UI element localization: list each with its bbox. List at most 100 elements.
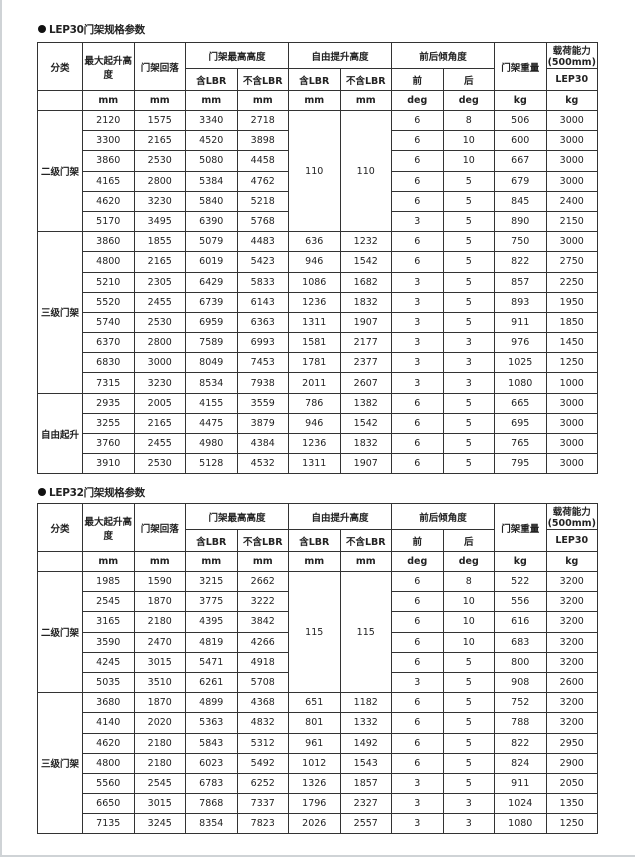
- table-cell: 2020: [133, 712, 186, 734]
- table-cell: 4155: [185, 392, 238, 414]
- unit: mm: [185, 90, 238, 111]
- table-cell: 5170: [82, 210, 135, 233]
- table-cell: 3495: [133, 210, 186, 233]
- table-cell: 2530: [133, 150, 186, 172]
- table-cell: 1832: [339, 291, 392, 313]
- table-cell: 6739: [185, 291, 238, 313]
- table-row: 4800 2165 6019 5423 946 1542 6 5 822 2750: [38, 251, 598, 273]
- header-mast-weight: 门架重量: [494, 503, 547, 552]
- table-cell: 7135: [82, 813, 135, 835]
- table-cell: 7868: [185, 793, 238, 815]
- table-cell: 4245: [82, 651, 135, 673]
- header-forward: 前: [391, 68, 444, 91]
- table-cell: 3015: [133, 651, 186, 673]
- table-cell: 4532: [236, 453, 289, 475]
- table-cell: 908: [494, 671, 547, 694]
- table-cell: 4368: [236, 692, 289, 714]
- table-cell: 2545: [82, 591, 135, 613]
- header-capacity: 载荷能力(500mm): [545, 503, 598, 530]
- table-cell: 3000: [545, 150, 598, 172]
- table-cell: 7453: [236, 352, 289, 374]
- table-cell: 3: [442, 332, 495, 354]
- table-cell: 4395: [185, 611, 238, 633]
- table-cell: 6: [391, 591, 444, 613]
- table-row: 4800 2180 6023 5492 1012 1543 6 5 824 2900: [38, 752, 598, 774]
- table-row: 三级门架 3680 1870 4899 4368 651 1182 6 5 752 3200: [37, 692, 598, 835]
- table-row: 4140 2020 5363 4832 801 1332 6 5 788 3200: [38, 712, 598, 734]
- table-cell: 5: [442, 291, 495, 313]
- table-cell: 10: [442, 130, 495, 152]
- table-cell: 1080: [494, 813, 547, 835]
- header-max-height: 门架最高高度: [185, 42, 289, 69]
- table-header: 分类 最大起升高度 门架回落 门架最高高度 自由提升高度 前后倾角度 门架重量 …: [37, 503, 598, 572]
- table-cell: 6: [391, 170, 444, 192]
- table-cell: 5363: [185, 712, 238, 734]
- table-row: 3910 2530 5128 4532 1311 1907 6 5 795 3000: [38, 453, 598, 475]
- table-cell: 3510: [133, 671, 186, 694]
- table-cell: 6650: [82, 793, 135, 815]
- spec-table-lep30: 分类 最大起升高度 门架回落 门架最高高度 自由提升高度 前后倾角度 门架重量 …: [37, 42, 598, 475]
- header-lowered-height: 门架回落: [133, 42, 186, 91]
- table-body: 二级门架 1985 1590 3215 2662 115 115 6 8 522 3200 2545 1…: [37, 570, 598, 835]
- units-spacer: [37, 551, 83, 572]
- table-cell: 2455: [133, 291, 186, 313]
- table-cell: 6252: [236, 772, 289, 795]
- table-cell: 4980: [185, 432, 238, 455]
- table-row: 三级门架 3860 1855 5079 4483 636 1232 6 5 750 3000: [37, 231, 598, 394]
- table-cell: 3: [391, 671, 444, 694]
- group-name-cell: 二级门架: [37, 109, 83, 233]
- table-cell: 3230: [133, 190, 186, 212]
- group-name-cell: 二级门架: [37, 570, 83, 694]
- table-cell: 5: [442, 231, 495, 253]
- table-cell: 1080: [494, 372, 547, 394]
- unit: deg: [391, 551, 444, 572]
- unit: mm: [133, 551, 186, 572]
- table-cell: 6: [391, 732, 444, 754]
- table-cell: 1950: [545, 291, 598, 313]
- table-cell: 3255: [82, 412, 135, 435]
- table-row: 2545 1870 3775 3222 6 10 556 3200: [38, 591, 598, 613]
- unit: mm: [236, 90, 289, 111]
- table-cell: 7823: [236, 813, 289, 835]
- table-cell: 1250: [545, 813, 598, 835]
- table-cell: 2011: [288, 372, 341, 394]
- table-cell: 3200: [545, 591, 598, 613]
- table-cell: 3000: [133, 352, 186, 374]
- table-row: 4165 2800 5384 4762 6 5 679 3000: [38, 170, 598, 192]
- table-cell: 4918: [236, 651, 289, 673]
- table-cell: 3: [391, 271, 444, 293]
- header-mast-weight: 门架重量: [494, 42, 547, 91]
- table-cell: 3000: [545, 231, 598, 253]
- table-cell: 3: [391, 772, 444, 795]
- table-cell: 6390: [185, 210, 238, 233]
- header-max-height: 门架最高高度: [185, 503, 289, 530]
- table-cell: 1182: [339, 692, 392, 714]
- table-cell: 6: [391, 631, 444, 653]
- table-cell: 4384: [236, 432, 289, 455]
- table-cell: 6: [391, 412, 444, 435]
- table-cell: 2165: [133, 130, 186, 152]
- table-cell: 3165: [82, 611, 135, 633]
- table-cell: 8354: [185, 813, 238, 835]
- table-cell: 5843: [185, 732, 238, 754]
- table-cell: 5: [442, 772, 495, 795]
- table-row: 7315 3230 8534 7938 2011 2607 3 3 1080 1000: [38, 372, 598, 394]
- table-row: 6370 2800 7589 6993 1581 2177 3 3 976 1450: [38, 332, 598, 354]
- table-cell: 5: [442, 651, 495, 673]
- table-row: 4620 2180 5843 5312 961 1492 6 5 822 2950: [38, 732, 598, 754]
- table-cell: 5: [442, 190, 495, 212]
- table-cell: 6: [391, 570, 444, 593]
- units-spacer: [37, 90, 83, 111]
- table-cell: 1024: [494, 793, 547, 815]
- table-cell: 801: [288, 712, 341, 734]
- table-cell: 636: [288, 231, 341, 253]
- table-cell: 2180: [133, 732, 186, 754]
- table-cell: 5: [442, 712, 495, 734]
- table-cell: 2800: [133, 170, 186, 192]
- unit: mm: [288, 90, 341, 111]
- free-lift-with-lbr-cell: 115: [288, 570, 341, 694]
- table-cell: 5740: [82, 311, 135, 334]
- header-backward: 后: [442, 68, 495, 91]
- header-tilt: 前后倾角度: [391, 503, 495, 530]
- table-cell: 6: [391, 752, 444, 774]
